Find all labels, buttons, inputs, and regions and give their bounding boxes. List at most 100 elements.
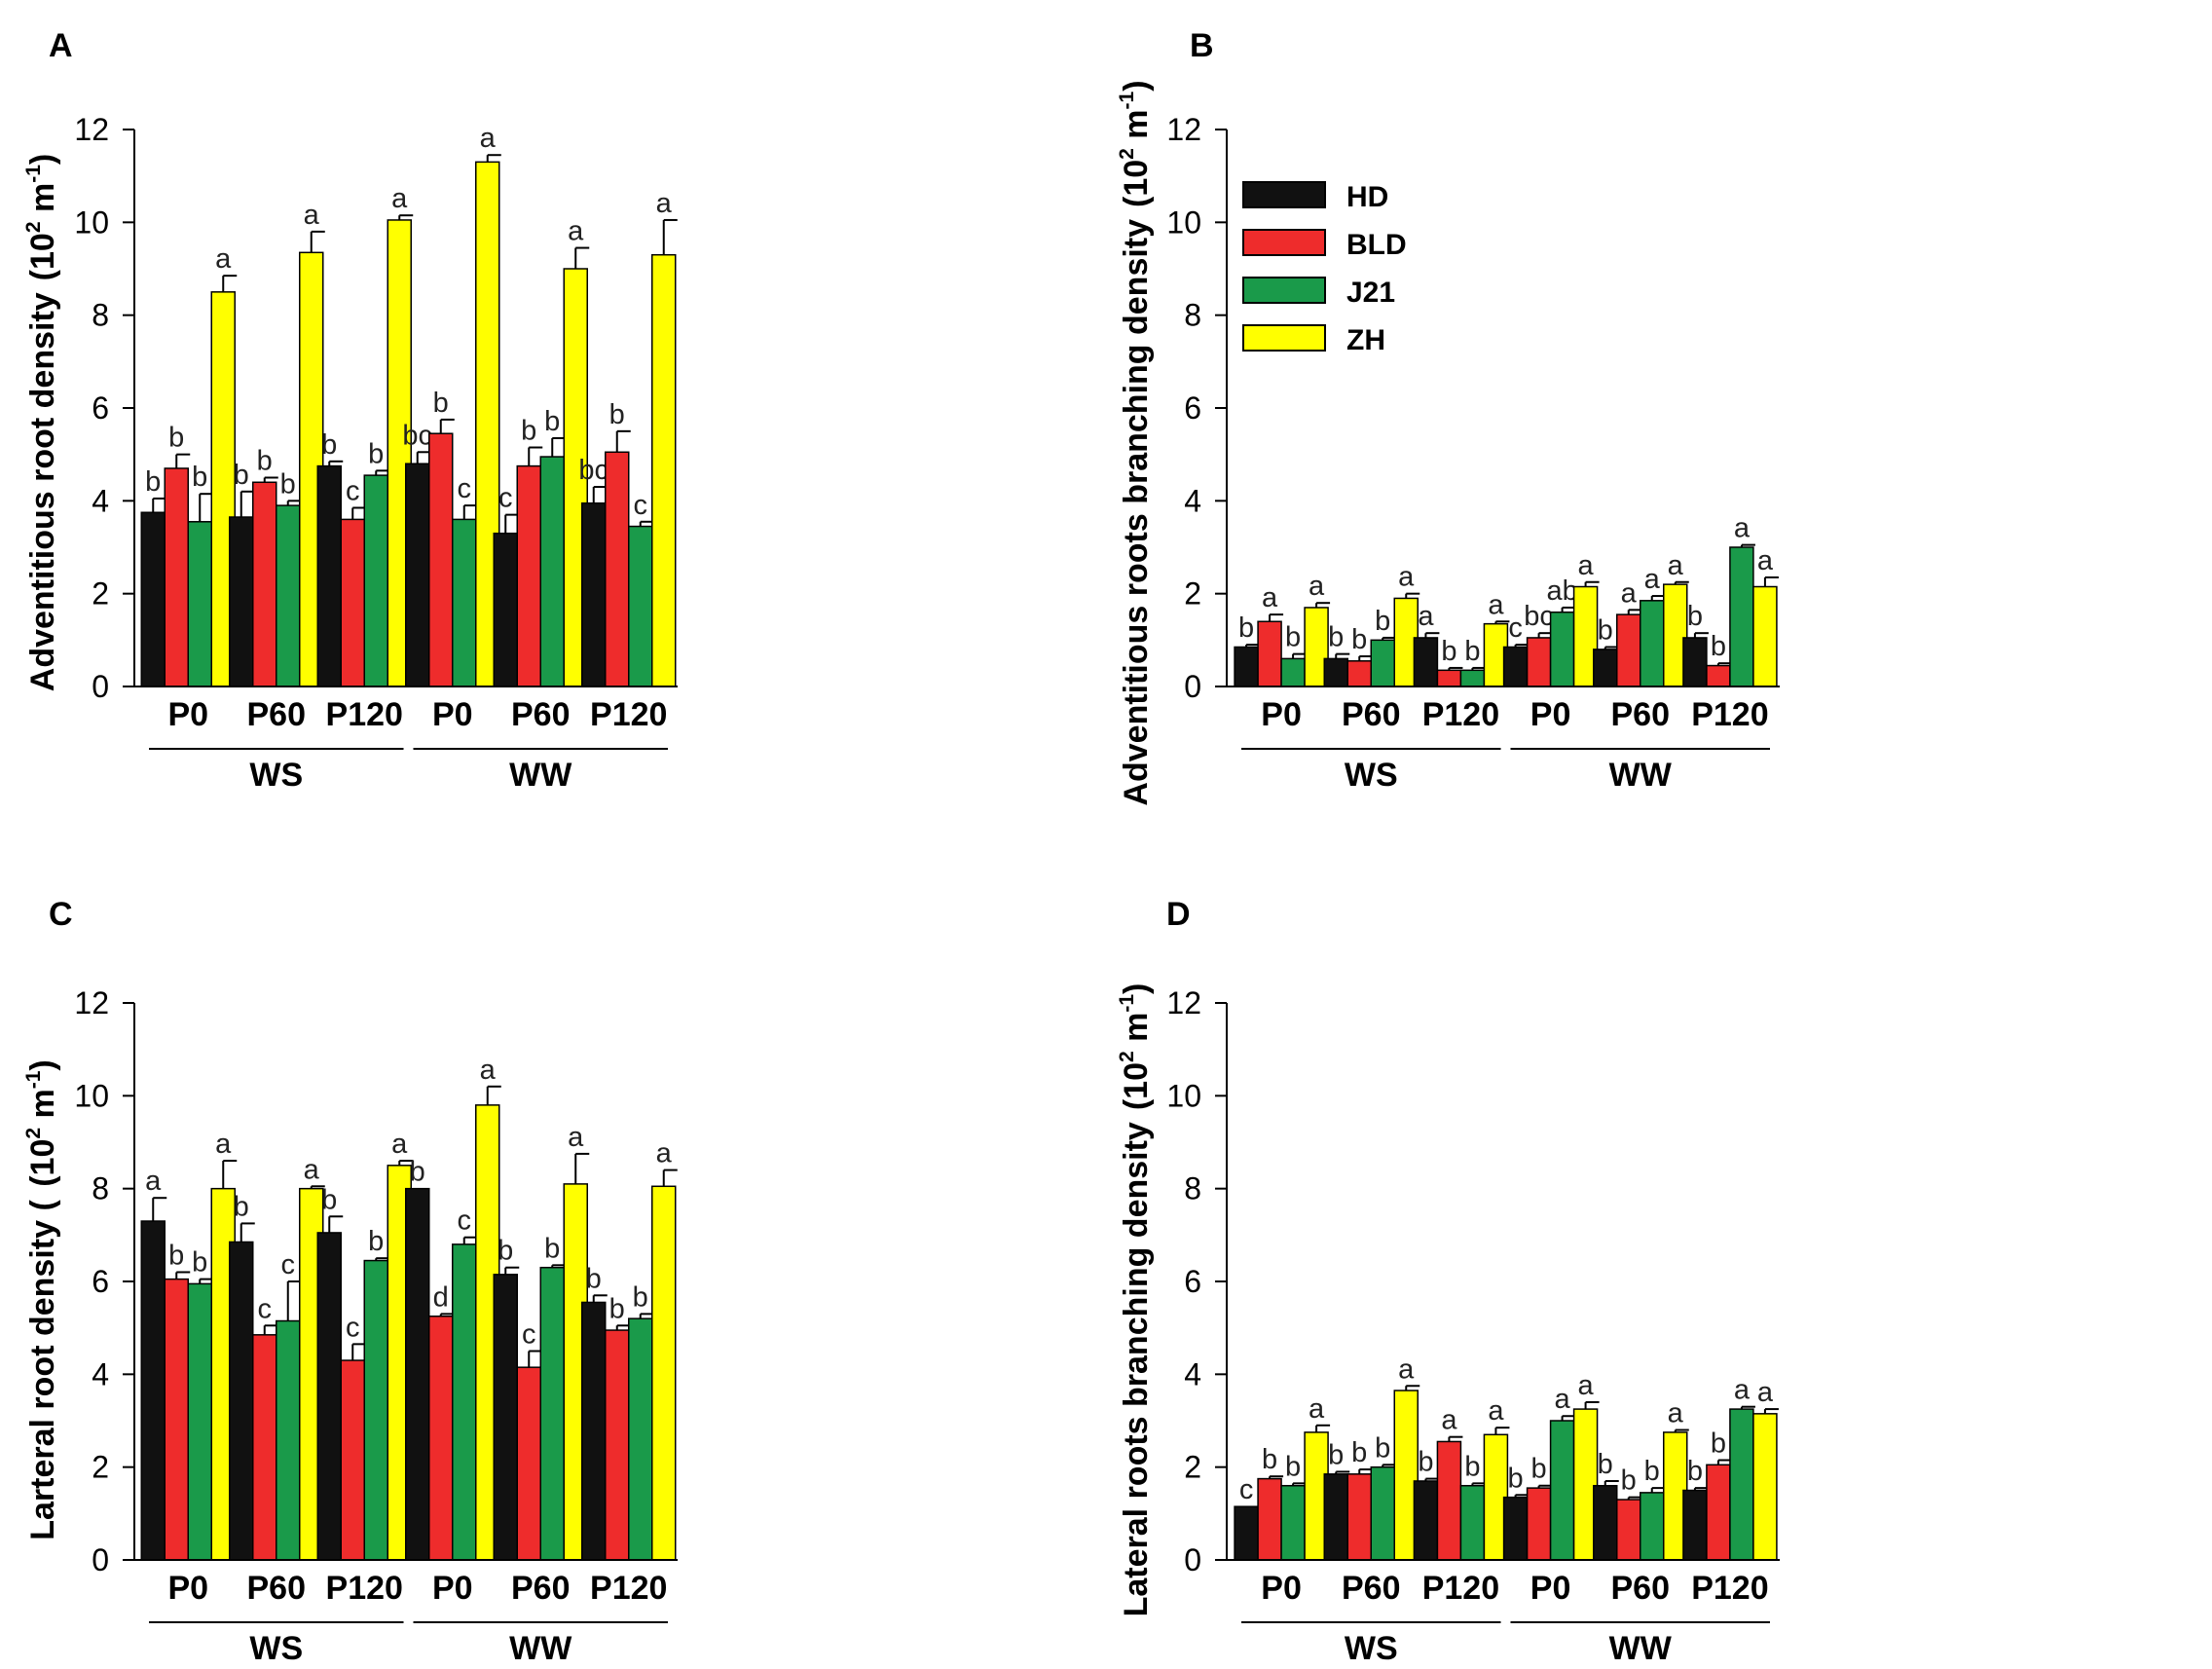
significance-letter: a <box>1757 545 1774 576</box>
significance-letter: b <box>368 1226 384 1257</box>
y-unit-base: (10 <box>24 233 61 280</box>
bar-bld <box>340 1359 365 1561</box>
bar-hd <box>1413 1480 1439 1561</box>
x-category-label: P0 <box>1261 1570 1302 1607</box>
bar-zh <box>1752 1413 1778 1561</box>
bar-j21 <box>363 474 388 687</box>
y-unit-exponent: -1 <box>22 165 45 183</box>
bar-j21 <box>1280 657 1306 687</box>
bar-hd <box>1234 646 1259 687</box>
significance-letter: c <box>258 1293 273 1324</box>
y-unit-close: ) <box>24 154 61 165</box>
significance-letter: a <box>1644 564 1661 595</box>
bar-j21 <box>1549 611 1575 687</box>
y-unit-close: ) <box>1118 983 1155 994</box>
panel-label: B <box>1190 27 1214 64</box>
x-category-label: P0 <box>432 1570 473 1607</box>
bar-hd <box>316 1232 342 1561</box>
y-tick-label: 6 <box>92 1264 109 1299</box>
bar-j21 <box>539 456 565 687</box>
bar-hd <box>1323 1473 1348 1561</box>
y-tick-label: 10 <box>1166 1078 1201 1113</box>
bar-zh <box>651 1185 677 1561</box>
significance-letter: c <box>458 1205 472 1237</box>
significance-letter: c <box>281 1249 296 1280</box>
significance-letter: b <box>168 1240 184 1271</box>
bar-bld <box>1706 664 1731 687</box>
bar-zh <box>651 253 677 687</box>
significance-letter: b <box>410 1157 425 1188</box>
significance-letter: c <box>1508 612 1523 644</box>
significance-letter: b <box>1687 1456 1703 1487</box>
x-category-label: P120 <box>1422 1570 1499 1607</box>
group-label: WS <box>249 1630 303 1667</box>
bar-hd <box>229 516 254 687</box>
x-category-label: P0 <box>167 1570 208 1607</box>
group-label: WW <box>1609 1630 1673 1667</box>
legend-label-zh: ZH <box>1346 324 1385 356</box>
y-tick-label: 2 <box>1184 1450 1201 1485</box>
legend-label-hd: HD <box>1346 181 1388 213</box>
panel-label: A <box>49 27 73 64</box>
bar-j21 <box>1640 600 1665 687</box>
group-label: WS <box>249 757 303 794</box>
significance-letter: a <box>1398 562 1415 593</box>
y-tick-label: 12 <box>1166 985 1201 1020</box>
bar-zh <box>1752 585 1778 687</box>
x-category-label: P60 <box>247 1570 307 1607</box>
significance-letter: a <box>1488 589 1504 620</box>
y-axis-label-text: Adventitious roots branching density <box>1118 219 1155 806</box>
significance-letter: c <box>458 473 472 504</box>
y-tick-label: 4 <box>1184 483 1201 518</box>
group-label: WS <box>1345 1630 1398 1667</box>
x-category-label: P60 <box>511 1570 571 1607</box>
significance-letter: a <box>1757 1377 1774 1408</box>
panel-label: D <box>1166 896 1191 933</box>
significance-letter: a <box>1488 1395 1504 1427</box>
bar-bld <box>516 464 541 687</box>
bar-bld <box>1706 1464 1731 1561</box>
significance-letter: b <box>234 460 249 491</box>
x-category-label: P60 <box>1611 696 1671 733</box>
significance-letter: bc <box>1524 601 1554 632</box>
bar-bld <box>252 1334 277 1561</box>
y-unit-base: (10 <box>1118 160 1155 207</box>
bar-hd <box>1682 1489 1708 1561</box>
significance-letter: b <box>1598 1449 1613 1480</box>
significance-letter: b <box>192 1247 207 1279</box>
bar-j21 <box>1370 639 1395 687</box>
group-label: WW <box>1609 757 1673 794</box>
significance-letter: b <box>1375 1432 1390 1464</box>
y-tick-label: 8 <box>1184 1171 1201 1206</box>
group-label: WW <box>509 1630 572 1667</box>
significance-letter: bc <box>578 455 608 486</box>
bar-hd <box>229 1241 254 1561</box>
significance-letter: a <box>1555 1384 1571 1415</box>
bar-hd <box>493 1274 518 1561</box>
x-category-label: P60 <box>1342 696 1401 733</box>
bar-bld <box>428 1316 454 1561</box>
bar-j21 <box>363 1259 388 1561</box>
significance-letter: b <box>321 1184 337 1215</box>
significance-letter: c <box>498 483 513 514</box>
y-unit-meter: m <box>24 183 61 222</box>
bar-hd <box>140 1220 166 1561</box>
y-unit-exponent: 2 <box>22 221 45 233</box>
legend: HD BLD J21 ZH <box>1242 181 1407 356</box>
significance-letter: b <box>1464 1451 1480 1482</box>
x-category-label: P120 <box>1691 696 1768 733</box>
bar-hd <box>1682 637 1708 687</box>
panel-d: D Lateral roots branching density(102 m-… <box>1116 896 1780 1667</box>
x-category-label: P60 <box>247 696 307 733</box>
x-category-label: P0 <box>432 696 473 733</box>
y-tick-label: 4 <box>92 483 109 518</box>
x-category-label: P120 <box>326 1570 403 1607</box>
significance-letter: b <box>544 1233 560 1264</box>
significance-letter: b <box>1711 1428 1726 1460</box>
significance-letter: a <box>1309 571 1325 602</box>
bar-bld <box>252 481 277 687</box>
bar-hd <box>1323 657 1348 687</box>
significance-letter: c <box>522 1319 536 1351</box>
bar-hd <box>1502 646 1529 687</box>
bar-bld <box>1346 1473 1372 1561</box>
